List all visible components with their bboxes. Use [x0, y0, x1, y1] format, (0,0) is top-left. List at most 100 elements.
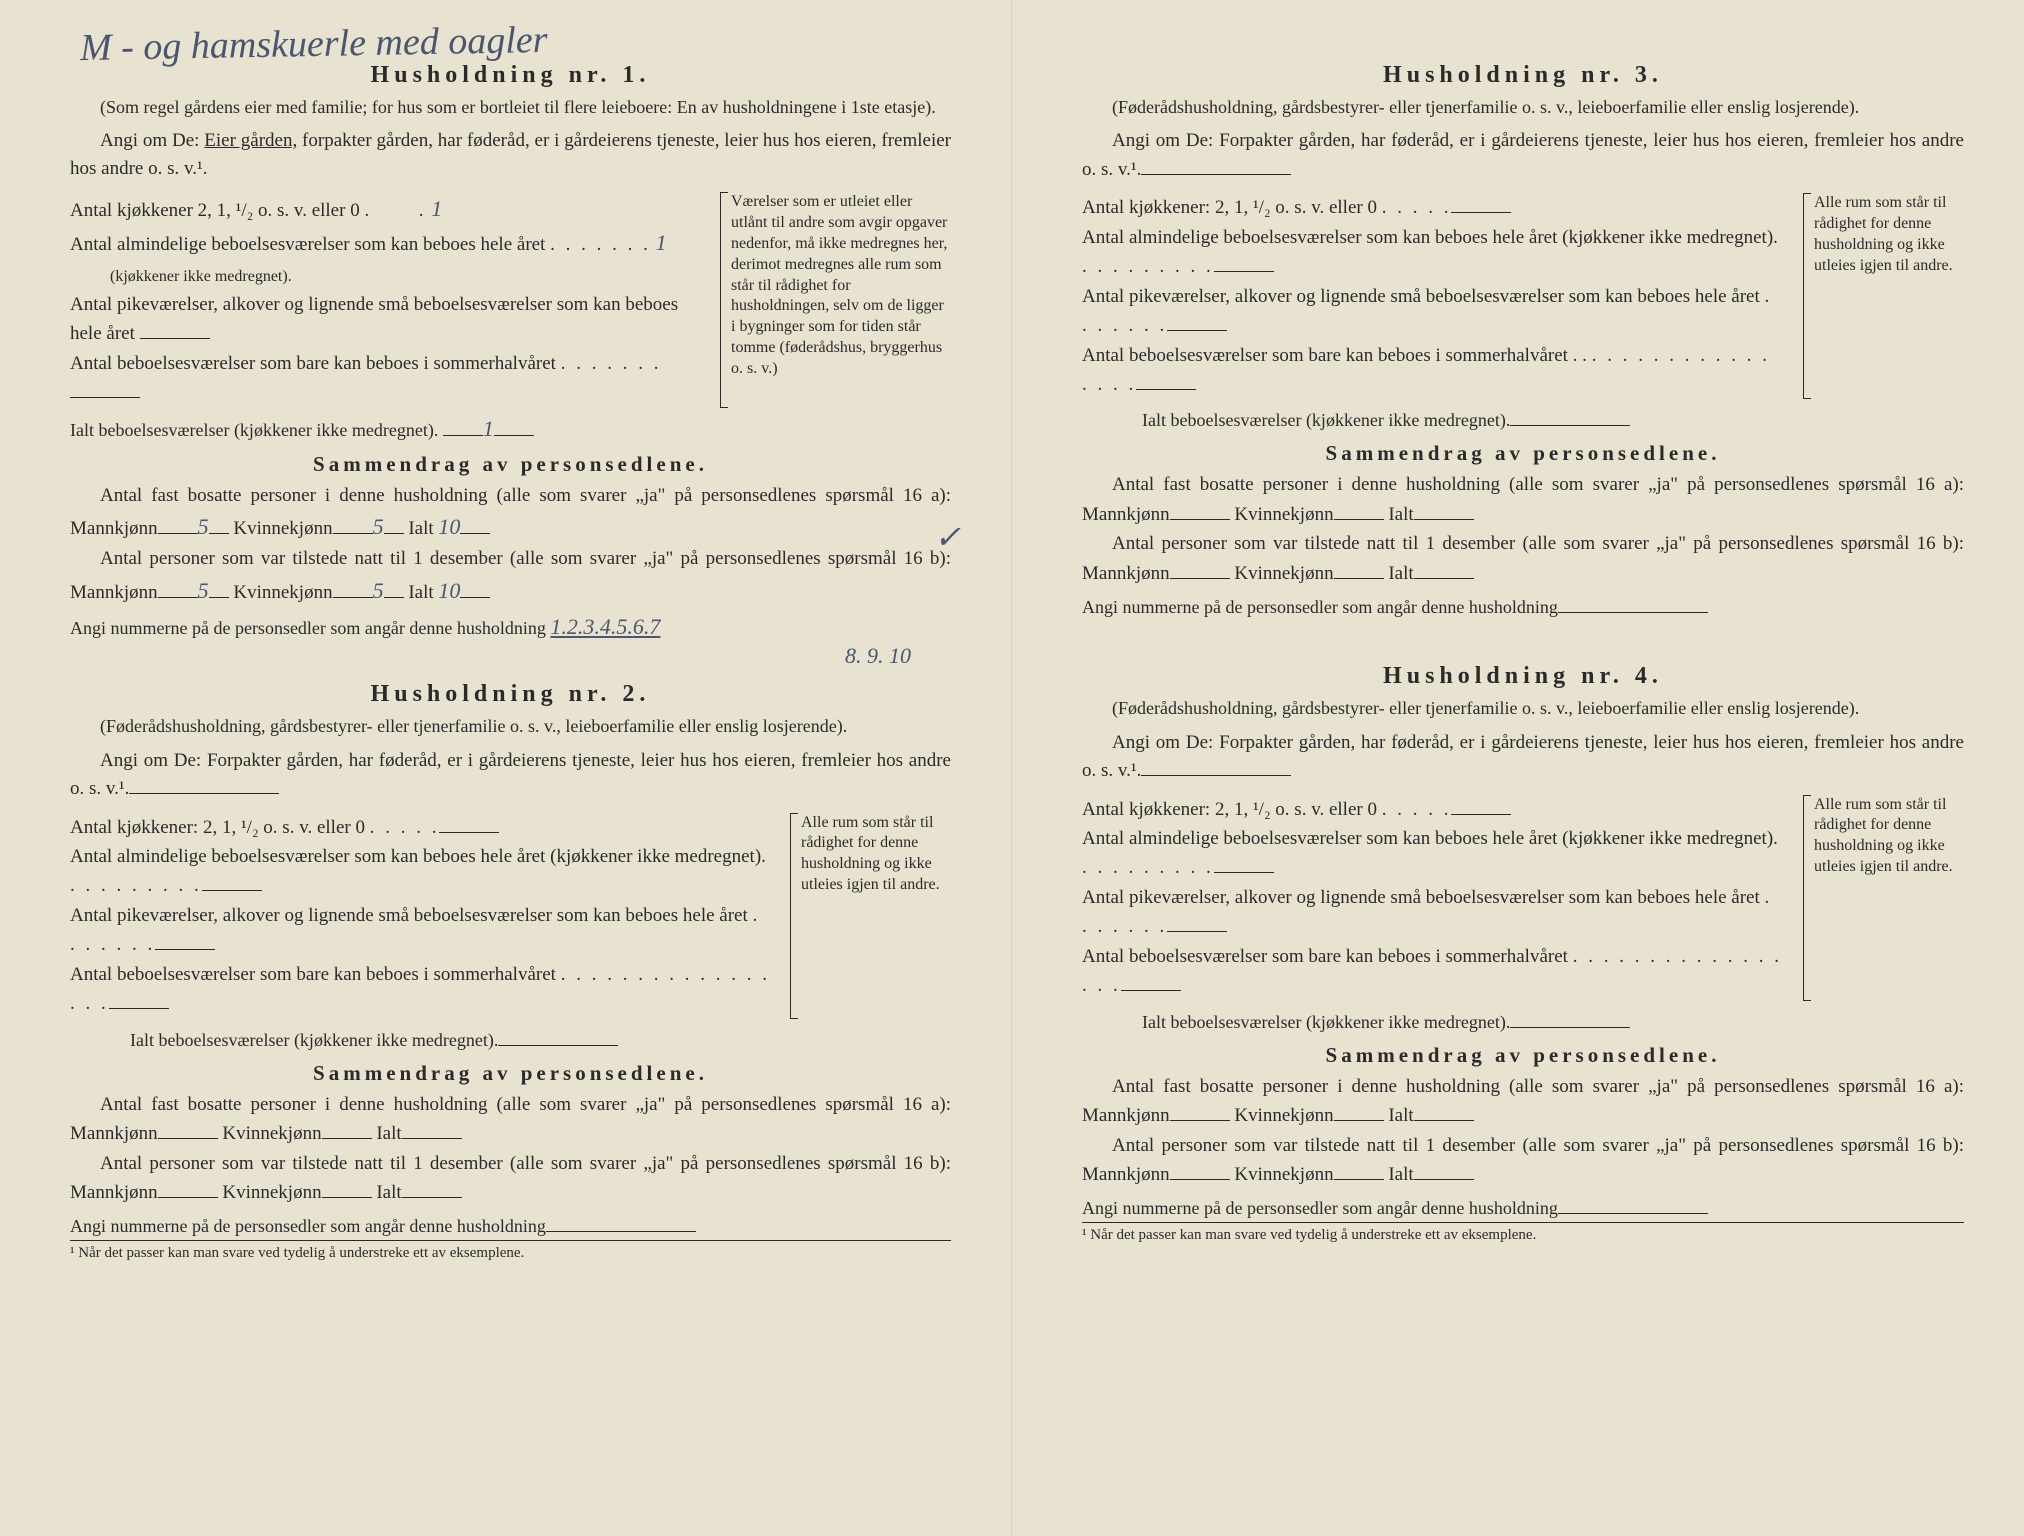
h4-footnote: ¹ Når det passer kan man svare ved tydel… — [1082, 1227, 1964, 1244]
h3-angi: Angi om De: Forpakter gården, har føderå… — [1082, 127, 1964, 183]
h4-kitchen-left: Antal kjøkkener: 2, 1, ¹/₂ o. s. v. elle… — [1082, 795, 1785, 1001]
h1-ialt: Ialt beboelsesværelser (kjøkkener ikke m… — [70, 416, 951, 442]
h2-k3: Antal pikeværelser, alkover og lignende … — [70, 905, 748, 926]
h1-hw-nums2: 8. 9. 10 — [70, 643, 911, 669]
h1-ialt2: Ialt — [408, 582, 433, 603]
h3-intro: (Føderådshusholdning, gårdsbestyrer- ell… — [1082, 95, 1964, 119]
h3-ialt: Ialt beboelsesværelser (kjøkkener ikke m… — [1142, 407, 1964, 431]
h1-angi-underlined: Eier gården, — [204, 130, 297, 151]
h1-k2: Antal almindelige beboelsesværelser som … — [70, 234, 545, 255]
h1-kitchen-left: Antal kjøkkener 2, 1, ¹/₂ o. s. v. eller… — [70, 192, 702, 407]
h3-k2: Antal almindelige beboelsesværelser som … — [1082, 227, 1778, 248]
h2-sum-title: Sammendrag av personsedlene. — [70, 1061, 951, 1086]
h4-kitchen-block: Antal kjøkkener: 2, 1, ¹/₂ o. s. v. elle… — [1082, 795, 1964, 1001]
h1-angi: Angi om De: Eier gården, forpakter gårde… — [70, 127, 951, 182]
h3-angi-num-label: Angi nummerne på de personsedler som ang… — [1082, 597, 1558, 617]
h3-k4: Antal beboelsesværelser som bare kan beb… — [1082, 345, 1587, 366]
h2-sidebar-text: Alle rum som står til rådighet for denne… — [801, 814, 940, 893]
h4-ialt: Ialt beboelsesværelser (kjøkkener ikke m… — [1142, 1009, 1964, 1033]
h2-angi-num: Angi nummerne på de personsedler som ang… — [70, 1213, 951, 1241]
h4-title: Husholdning nr. 4. — [1082, 663, 1964, 690]
h2-kv2: Kvinnekjønn — [222, 1182, 321, 1203]
h3-intro-text: (Føderådshusholdning, gårdsbestyrer- ell… — [1112, 97, 1859, 117]
checkmark-icon: ✓ — [934, 513, 961, 563]
h1-hw-k2: 1 — [656, 230, 667, 255]
h2-k1: Antal kjøkkener: 2, 1, ¹/₂ o. s. v. elle… — [70, 817, 365, 838]
h4-angi: Angi om De: Forpakter gården, har føderå… — [1082, 729, 1964, 785]
h2-summary: Antal fast bosatte personer i denne hush… — [70, 1090, 951, 1208]
h3-kv2: Kvinnekjønn — [1234, 563, 1333, 584]
h1-hw-kv2: 5 — [373, 578, 384, 603]
h2-angi-num-label: Angi nummerne på de personsedler som ang… — [70, 1216, 546, 1236]
h1-hw-ialt2: 10 — [438, 578, 460, 603]
h1-hw-ialt1: 10 — [438, 514, 460, 539]
h3-k1: Antal kjøkkener: 2, 1, ¹/₂ o. s. v. elle… — [1082, 197, 1377, 218]
h2-intro: (Føderådshusholdning, gårdsbestyrer- ell… — [70, 714, 951, 738]
h4-k4: Antal beboelsesværelser som bare kan beb… — [1082, 946, 1568, 967]
h3-angi-num: Angi nummerne på de personsedler som ang… — [1082, 594, 1964, 621]
h1-k1: Antal kjøkkener 2, 1, ¹/₂ o. s. v. eller… — [70, 200, 360, 221]
h2-k2: Antal almindelige beboelsesværelser som … — [70, 846, 766, 867]
h3-sidebar-text: Alle rum som står til rådighet for denne… — [1814, 194, 1953, 273]
h2-ialt: Ialt beboelsesværelser (kjøkkener ikke m… — [130, 1027, 951, 1051]
h1-sum-title: Sammendrag av personsedlene. — [70, 452, 951, 477]
h2-kitchen-block: Antal kjøkkener: 2, 1, ¹/₂ o. s. v. elle… — [70, 813, 951, 1019]
h1-kitchen-block: Antal kjøkkener 2, 1, ¹/₂ o. s. v. eller… — [70, 192, 951, 407]
h1-sidebar: Værelser som er utleiet eller utlånt til… — [720, 192, 951, 407]
h1-summary: Antal fast bosatte personer i denne hush… — [70, 481, 951, 608]
h4-ialt-label: Ialt beboelsesværelser (kjøkkener ikke m… — [1142, 1012, 1510, 1032]
h3-sum-title: Sammendrag av personsedlene. — [1082, 441, 1964, 466]
h4-intro-text: (Føderådshusholdning, gårdsbestyrer- ell… — [1112, 698, 1859, 718]
h2-intro-text: (Føderådshusholdning, gårdsbestyrer- ell… — [100, 716, 847, 736]
h4-angi-num: Angi nummerne på de personsedler som ang… — [1082, 1195, 1964, 1223]
h4-sum-title: Sammendrag av personsedlene. — [1082, 1043, 1964, 1068]
h2-kitchen-left: Antal kjøkkener: 2, 1, ¹/₂ o. s. v. elle… — [70, 813, 772, 1019]
h3-kitchen-left: Antal kjøkkener: 2, 1, ¹/₂ o. s. v. elle… — [1082, 193, 1785, 399]
h3-summary: Antal fast bosatte personer i denne hush… — [1082, 470, 1964, 588]
right-page: Husholdning nr. 3. (Føderådshusholdning,… — [1012, 0, 2024, 1536]
h1-ialt-label: Ialt beboelsesværelser (kjøkkener ikke m… — [70, 420, 438, 440]
h3-title: Husholdning nr. 3. — [1082, 62, 1964, 89]
h4-intro: (Føderådshusholdning, gårdsbestyrer- ell… — [1082, 696, 1964, 720]
h1-hw-m2: 5 — [198, 578, 209, 603]
h2-k4: Antal beboelsesværelser som bare kan beb… — [70, 964, 556, 985]
h3-sidebar: Alle rum som står til rådighet for denne… — [1803, 193, 1964, 399]
h1-hw-m1: 5 — [198, 514, 209, 539]
h4-ialt2: Ialt — [1388, 1164, 1413, 1185]
h4-k2: Antal almindelige beboelsesværelser som … — [1082, 828, 1778, 849]
h1-intro-text: (Som regel gårdens eier med familie; for… — [100, 97, 936, 117]
h2-kv1: Kvinnekjønn — [222, 1123, 321, 1144]
h3-k3: Antal pikeværelser, alkover og lignende … — [1082, 286, 1760, 307]
h4-k1: Antal kjøkkener: 2, 1, ¹/₂ o. s. v. elle… — [1082, 799, 1377, 820]
h1-hw-ialt: 1 — [483, 416, 494, 441]
h2-angi: Angi om De: Forpakter gården, har føderå… — [70, 747, 951, 803]
h2-footnote: ¹ Når det passer kan man svare ved tydel… — [70, 1245, 951, 1262]
h1-hw-k1: 1 — [431, 196, 442, 221]
h3-kv1: Kvinnekjønn — [1234, 504, 1333, 525]
h3-ialt2: Ialt — [1388, 563, 1413, 584]
h4-k3: Antal pikeværelser, alkover og lignende … — [1082, 887, 1760, 908]
h3-kitchen-block: Antal kjøkkener: 2, 1, ¹/₂ o. s. v. elle… — [1082, 193, 1964, 399]
h2-ialt1: Ialt — [376, 1123, 401, 1144]
handwriting-annotation: M - og hamskuerle med oagler — [80, 18, 548, 70]
h4-kv1: Kvinnekjønn — [1234, 1105, 1333, 1126]
h2-title: Husholdning nr. 2. — [70, 681, 951, 708]
h3-ialt-label: Ialt beboelsesværelser (kjøkkener ikke m… — [1142, 410, 1510, 430]
h1-hw-kv1: 5 — [373, 514, 384, 539]
h1-ialt1: Ialt — [408, 518, 433, 539]
h1-intro: (Som regel gårdens eier med familie; for… — [70, 95, 951, 119]
left-page: M - og hamskuerle med oagler Husholdning… — [0, 0, 1012, 1536]
h2-ialt-label: Ialt beboelsesværelser (kjøkkener ikke m… — [130, 1030, 498, 1050]
h4-summary: Antal fast bosatte personer i denne hush… — [1082, 1072, 1964, 1190]
h2-ialt2: Ialt — [376, 1182, 401, 1203]
h1-angi-num-label: Angi nummerne på de personsedler som ang… — [70, 618, 546, 638]
h1-kv2: Kvinnekjønn — [233, 582, 332, 603]
h4-kv2: Kvinnekjønn — [1234, 1164, 1333, 1185]
h1-k2-note: (kjøkkener ikke medregnet). — [110, 268, 292, 285]
h1-k4: Antal beboelsesværelser som bare kan beb… — [70, 353, 556, 374]
h4-ialt1: Ialt — [1388, 1105, 1413, 1126]
h1-angi-pre: Angi om De: — [100, 130, 204, 151]
h1-angi-num: Angi nummerne på de personsedler som ang… — [70, 614, 951, 643]
h3-ialt1: Ialt — [1388, 504, 1413, 525]
h4-sidebar-text: Alle rum som står til rådighet for denne… — [1814, 796, 1953, 875]
